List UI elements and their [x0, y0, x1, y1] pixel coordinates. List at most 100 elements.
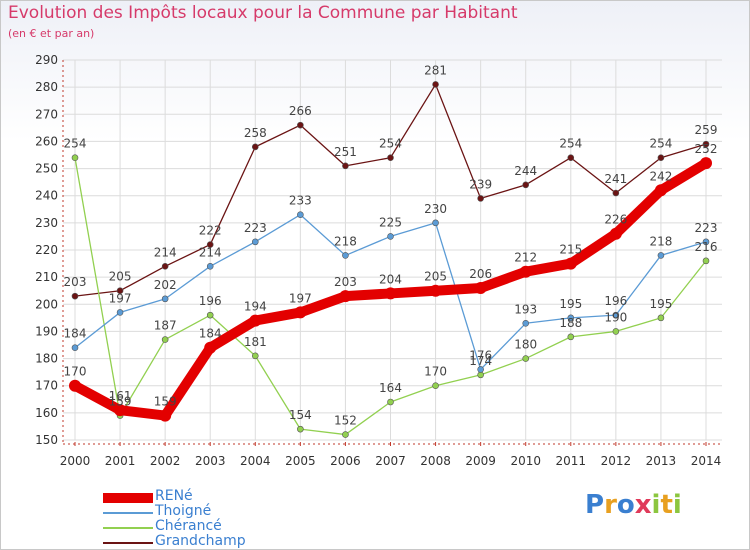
- data-point: [116, 287, 124, 295]
- data-label: 205: [109, 270, 132, 284]
- x-tick-label: 2006: [330, 454, 361, 468]
- data-point: [204, 341, 217, 354]
- logo-letter: t: [660, 490, 673, 520]
- data-label: 252: [695, 142, 718, 156]
- data-label: 195: [649, 297, 672, 311]
- data-point: [249, 314, 262, 327]
- data-label: 152: [334, 414, 357, 428]
- data-label: 241: [604, 172, 627, 186]
- x-tick-label: 2004: [240, 454, 271, 468]
- data-label: 254: [649, 137, 672, 151]
- data-point: [522, 181, 530, 189]
- data-point: [69, 379, 81, 392]
- chart-title: Evolution des Impôts locaux pour la Comm…: [8, 3, 518, 23]
- y-tick-label: 240: [35, 189, 58, 203]
- data-label: 215: [559, 243, 582, 257]
- data-label: 184: [199, 327, 222, 341]
- legend-label: Chérancé: [155, 518, 222, 534]
- data-point: [387, 398, 394, 406]
- x-tick-label: 2000: [60, 454, 91, 468]
- data-point: [71, 292, 79, 300]
- data-label: 170: [64, 365, 87, 379]
- data-label: 195: [559, 297, 582, 311]
- data-point: [161, 262, 169, 270]
- x-tick-label: 2014: [691, 454, 722, 468]
- data-label: 244: [514, 164, 537, 178]
- data-label: 205: [424, 270, 447, 284]
- data-label: 159: [154, 395, 177, 409]
- data-point: [297, 211, 304, 219]
- data-point: [702, 238, 710, 246]
- data-point: [657, 314, 665, 322]
- data-point: [159, 409, 172, 422]
- data-label: 206: [469, 267, 492, 281]
- data-point: [522, 319, 530, 327]
- x-tick-label: 2012: [601, 454, 632, 468]
- x-tick-label: 2005: [285, 454, 316, 468]
- y-tick-label: 170: [35, 379, 58, 393]
- data-point: [609, 227, 622, 240]
- data-label: 204: [379, 272, 402, 286]
- data-label: 176: [469, 348, 492, 362]
- data-point: [342, 252, 349, 259]
- data-label: 214: [154, 245, 177, 259]
- y-tick-label: 180: [35, 352, 58, 366]
- data-label: 161: [109, 389, 132, 403]
- data-label: 202: [154, 278, 177, 292]
- x-tick-label: 2008: [420, 454, 451, 468]
- x-tick-label: 2010: [510, 454, 541, 468]
- data-label: 193: [514, 302, 537, 316]
- data-point: [387, 154, 394, 162]
- data-point: [251, 238, 259, 246]
- data-point: [564, 257, 577, 270]
- y-tick-label: 220: [35, 243, 58, 257]
- data-point: [206, 311, 214, 319]
- chart-subtitle: (en € et par an): [8, 27, 95, 40]
- data-label: 159: [109, 395, 132, 409]
- series-lines: [69, 81, 712, 438]
- logo-letter: r: [604, 490, 617, 520]
- data-label: 218: [649, 234, 672, 248]
- data-point: [206, 262, 214, 270]
- legend-swatch: [103, 493, 153, 503]
- legend-label: RENé: [155, 488, 193, 504]
- data-point: [339, 290, 352, 303]
- logo-letter: o: [616, 490, 635, 520]
- data-label: 194: [244, 300, 267, 314]
- data-point: [251, 352, 259, 360]
- data-label: 218: [334, 234, 357, 248]
- logo-letter: i: [672, 490, 682, 520]
- x-tick-label: 2011: [556, 454, 587, 468]
- data-label: 154: [289, 408, 312, 422]
- data-label: 254: [379, 137, 402, 151]
- data-label: 196: [199, 294, 222, 308]
- data-point: [114, 404, 127, 417]
- data-point: [567, 154, 575, 162]
- data-point: [294, 306, 307, 319]
- legend-label: Thoigné: [155, 503, 212, 519]
- data-point: [432, 81, 439, 88]
- y-tick-label: 250: [35, 162, 58, 176]
- logo-letter: P: [585, 490, 605, 520]
- y-tick-label: 200: [35, 297, 58, 311]
- data-label: 233: [289, 194, 312, 208]
- data-point: [387, 233, 394, 240]
- data-label: 223: [244, 221, 267, 235]
- data-label: 254: [559, 137, 582, 151]
- data-point: [432, 382, 439, 390]
- data-label: 266: [289, 104, 312, 118]
- data-point: [702, 140, 710, 148]
- data-label: 190: [604, 310, 627, 324]
- data-point: [700, 157, 712, 170]
- data-point: [522, 355, 530, 362]
- y-tick-label: 260: [35, 134, 58, 148]
- data-point: [657, 252, 665, 259]
- data-point: [384, 287, 397, 300]
- data-point: [654, 184, 667, 197]
- data-label: 203: [334, 275, 357, 289]
- data-point: [474, 282, 487, 294]
- legend-swatch: [103, 542, 153, 544]
- data-point: [432, 219, 439, 227]
